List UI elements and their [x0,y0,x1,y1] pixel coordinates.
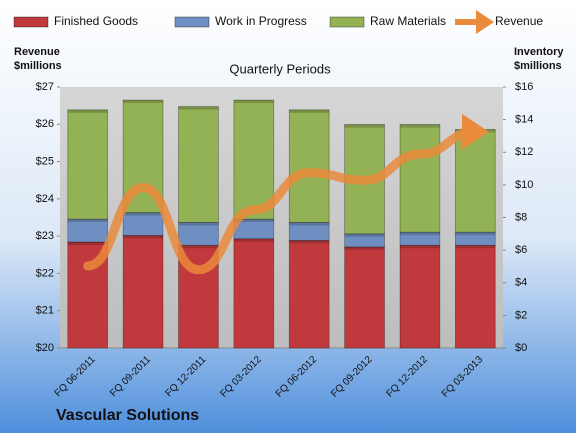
y-axis-label: $millions [14,60,62,72]
bar-segment [399,124,441,233]
chart-title: Vascular Solutions [56,407,199,424]
bar-segment [344,246,385,349]
bar-highlight [344,233,385,237]
y-tick-label: $24 [36,193,54,205]
bar-segment [288,239,330,349]
legend-swatch [329,16,365,28]
bar-highlight [67,241,108,245]
y2-axis-label: $millions [514,60,562,72]
bar-highlight [289,222,330,226]
y-tick-label: $21 [36,305,54,317]
y-tick-label: $25 [36,155,54,167]
y2-tick-label: $4 [515,277,527,289]
subtitle: Quarterly Periods [229,61,331,76]
bar-highlight [400,124,440,128]
bar-highlight [233,238,274,242]
legend-label: Finished Goods [54,14,138,28]
y-tick-label: $26 [36,118,54,130]
bar-highlight [400,245,440,249]
y-axis-label: Revenue [14,46,60,58]
y2-axis-label: Inventory [514,46,564,58]
bar-segment [122,235,164,349]
bar-segment [67,109,109,220]
y-tick-label: $27 [36,81,54,93]
bar-highlight [178,245,219,249]
y2-tick-label: $14 [515,114,533,126]
y2-tick-label: $6 [515,244,527,256]
bar-highlight [178,222,219,226]
bar-segment [454,129,496,233]
bar-highlight [67,219,108,223]
y-tick-label: $20 [36,342,54,354]
y-tick-label: $22 [36,267,54,279]
bar-segment [233,238,275,349]
bar-segment [233,99,275,220]
y-tick-label: $23 [36,230,54,242]
bar-highlight [344,246,385,250]
bar-segment [122,212,164,236]
bar-highlight [67,109,108,113]
y2-tick-label: $12 [515,146,533,158]
bar-highlight [233,100,274,104]
bar-segment [178,106,219,223]
bar-highlight [289,109,330,113]
bar-highlight [289,240,330,244]
legend-swatch [13,16,49,28]
bar-highlight [178,106,219,110]
bar-highlight [455,245,496,249]
bar-highlight [123,212,163,216]
bar-highlight [400,232,440,236]
bar-segment [288,109,330,223]
legend-label: Raw Materials [370,14,446,28]
bar-segment [454,244,496,349]
bar-highlight [123,100,163,104]
legend-swatch [174,16,210,28]
bar-segment [399,244,441,349]
bar-segment [178,221,219,246]
y2-tick-label: $2 [515,309,527,321]
y2-tick-label: $8 [515,211,527,223]
bar-highlight [233,219,274,223]
revenue-line [83,113,489,275]
y2-tick-label: $16 [515,81,533,93]
bar-highlight [344,124,385,128]
bar-highlight [455,232,496,236]
bar-segment [67,218,109,243]
bar-highlight [123,235,163,239]
legend-label: Revenue [495,14,543,28]
y2-tick-label: $0 [515,342,527,354]
legend-label: Work in Progress [215,14,307,28]
y2-tick-label: $10 [515,179,533,191]
